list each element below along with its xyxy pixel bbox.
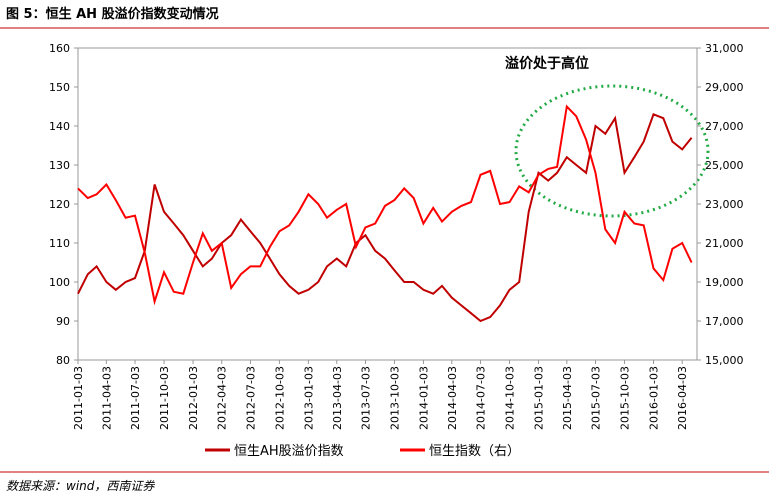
- x-tick-label: 2013-10-03: [388, 366, 401, 430]
- x-tick-label: 2013-07-03: [359, 366, 372, 430]
- y2-tick-label: 21,000: [705, 237, 744, 250]
- x-tick-label: 2011-04-03: [100, 366, 113, 430]
- x-tick-label: 2012-10-03: [273, 366, 286, 430]
- series-line: [77, 104, 693, 306]
- x-tick-label: 2014-10-03: [503, 366, 516, 430]
- y-tick-label: 80: [56, 354, 70, 367]
- x-tick-label: 2014-04-03: [446, 366, 459, 430]
- y2-tick-label: 27,000: [705, 120, 744, 133]
- legend-label: 恒生AH股溢价指数: [234, 444, 344, 459]
- x-tick-label: 2015-10-03: [619, 366, 632, 430]
- y2-tick-label: 17,000: [705, 315, 744, 328]
- y2-tick-label: 31,000: [705, 42, 744, 55]
- x-tick-label: 2016-04-03: [676, 366, 689, 430]
- y-tick-label: 100: [49, 276, 70, 289]
- x-tick-label: 2014-01-03: [417, 366, 430, 430]
- annotation: 溢价处于高位: [505, 55, 589, 72]
- x-tick-label: 2011-10-03: [158, 366, 171, 430]
- y-tick-label: 150: [49, 81, 70, 94]
- chart-title: 图 5：恒生 AH 股溢价指数变动情况: [6, 6, 219, 22]
- legend-label: 恒生指数（右）: [429, 444, 520, 459]
- y2-tick-label: 19,000: [705, 276, 744, 289]
- x-tick-label: 2013-01-03: [302, 366, 315, 430]
- y-tick-label: 90: [56, 315, 70, 328]
- y-tick-label: 130: [49, 159, 70, 172]
- y2-tick-label: 23,000: [705, 198, 744, 211]
- x-tick-label: 2016-01-03: [648, 366, 661, 430]
- y-tick-label: 140: [49, 120, 70, 133]
- x-tick-label: 2013-04-03: [331, 366, 344, 430]
- source: 数据来源：wind，西南证券: [6, 479, 155, 493]
- x-tick-label: 2012-04-03: [216, 366, 229, 430]
- x-tick-label: 2014-07-03: [474, 366, 487, 430]
- x-tick-label: 2015-07-03: [590, 366, 603, 430]
- x-tick-label: 2015-01-03: [532, 366, 545, 430]
- series-line: [77, 112, 693, 323]
- y2-tick-label: 29,000: [705, 81, 744, 94]
- x-tick-label: 2012-01-03: [187, 366, 200, 430]
- x-tick-label: 2011-01-03: [72, 366, 85, 430]
- y2-tick-label: 15,000: [705, 354, 744, 367]
- y-tick-label: 120: [49, 198, 70, 211]
- y-tick-label: 110: [49, 237, 70, 250]
- x-tick-label: 2011-07-03: [129, 366, 142, 430]
- y2-tick-label: 25,000: [705, 159, 744, 172]
- x-tick-label: 2015-04-03: [561, 366, 574, 430]
- x-tick-label: 2012-07-03: [244, 366, 257, 430]
- y-tick-label: 160: [49, 42, 70, 55]
- highlight-ellipse: [514, 84, 710, 218]
